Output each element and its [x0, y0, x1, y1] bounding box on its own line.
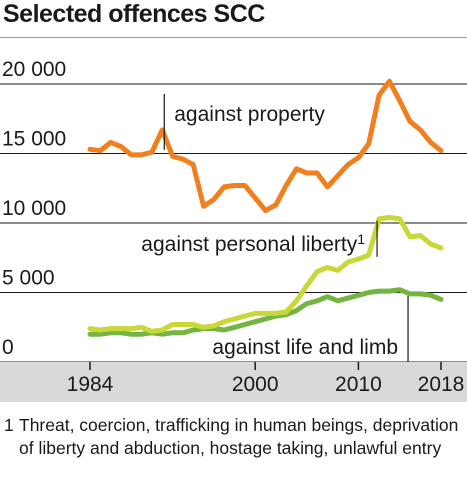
- annotation-label: against life and limb: [212, 336, 398, 359]
- y-tick-label: 20 000: [2, 58, 66, 81]
- y-tick-label: 0: [2, 336, 14, 359]
- x-axis-band: [0, 362, 467, 402]
- series-lines: [87, 78, 444, 337]
- y-tick-label: 5 000: [2, 267, 55, 290]
- x-tick-label: 2000: [232, 373, 279, 396]
- x-tick-label: 2018: [418, 373, 465, 396]
- footnote: 1 Threat, coercion, trafficking in human…: [4, 414, 464, 460]
- x-axis-labels: 1984 2000 2010 2018: [67, 362, 465, 396]
- x-tick-label: 1984: [67, 373, 114, 396]
- line-chart: 0 5 000 10 000 15 000 20 000 1984 2000 2010 201…: [0, 58, 467, 402]
- annotation-label: against personal liberty1: [141, 231, 365, 256]
- series-line-against-property: [87, 78, 444, 213]
- y-tick-label: 15 000: [2, 128, 66, 151]
- y-tick-label: 10 000: [2, 197, 66, 220]
- footnote-text: Threat, coercion, trafficking in human b…: [19, 415, 459, 458]
- series-line-against-life-and-limb: [87, 287, 444, 337]
- footnote-marker: 1: [4, 415, 14, 435]
- chart-title: Selected offences SCC: [3, 0, 265, 28]
- title-divider: [0, 37, 467, 38]
- x-tick-label: 2010: [335, 373, 382, 396]
- annotation-footnote-marker: 1: [357, 231, 365, 247]
- annotation-label: against property: [174, 103, 325, 126]
- series-annotations: against property against personal liberty…: [141, 93, 409, 362]
- series-line-against-personal-liberty: [87, 214, 444, 334]
- y-axis-labels: 0 5 000 10 000 15 000 20 000: [2, 58, 66, 359]
